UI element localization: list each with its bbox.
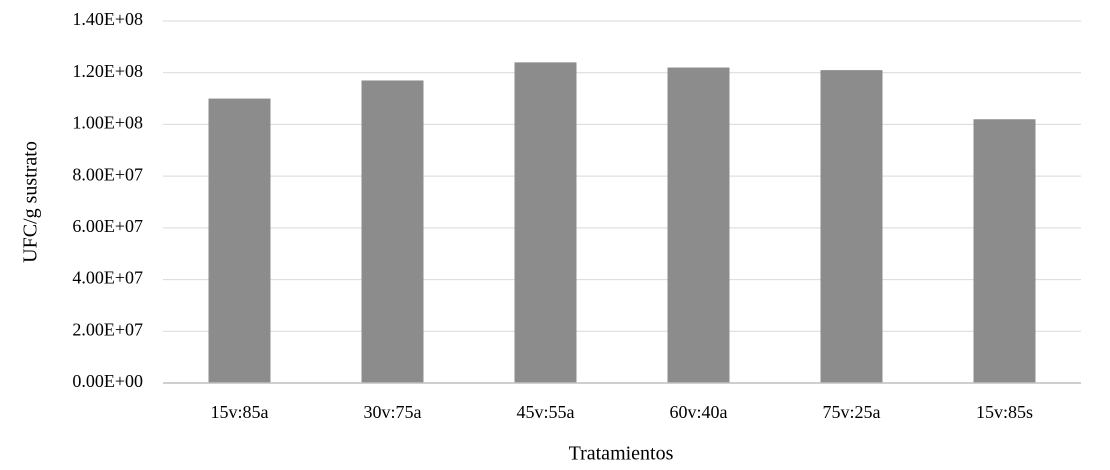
y-tick-label: 1.00E+08 — [72, 113, 143, 133]
bar — [973, 119, 1036, 383]
y-tick-label: 2.00E+07 — [72, 319, 143, 339]
y-tick-label: 0.00E+00 — [72, 371, 143, 391]
bar — [361, 80, 424, 383]
x-tick-label: 60v:40a — [670, 402, 728, 422]
y-tick-label: 6.00E+07 — [72, 216, 143, 236]
x-axis-title: Tratamientos — [569, 443, 674, 465]
x-tick-label: 30v:75a — [364, 402, 422, 422]
bar — [208, 98, 271, 384]
x-tick-label: 45v:55a — [517, 402, 575, 422]
x-tick-label: 75v:25a — [823, 402, 881, 422]
bar — [820, 70, 883, 383]
x-tick-label: 15v:85s — [976, 402, 1033, 422]
y-tick-label: 4.00E+07 — [72, 268, 143, 288]
y-tick-label: 1.40E+08 — [72, 9, 143, 29]
y-tick-label: 1.20E+08 — [72, 61, 143, 81]
bar — [667, 67, 730, 384]
bar — [514, 62, 577, 383]
y-tick-label: 8.00E+07 — [72, 164, 143, 184]
y-axis-title: UFC/g sustrato — [20, 141, 42, 263]
x-tick-label: 15v:85a — [211, 402, 269, 422]
